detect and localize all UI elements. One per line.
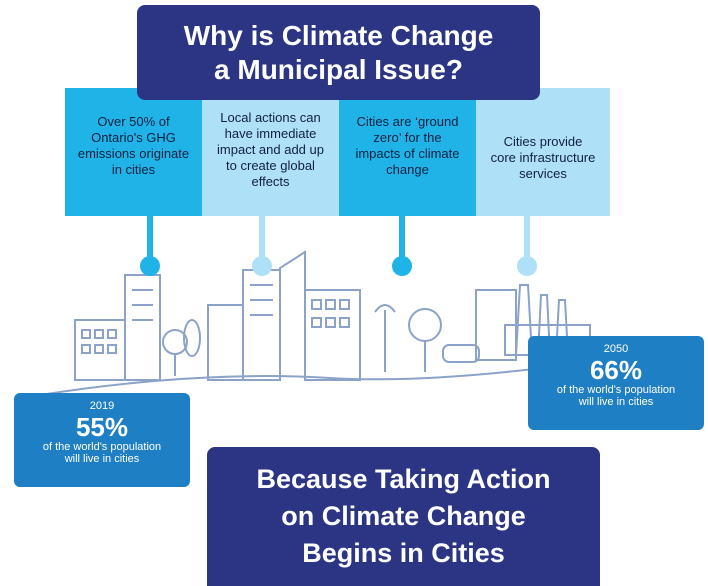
stat-percent: 66%: [528, 356, 704, 384]
panel-text: have immediate: [208, 126, 333, 142]
title-box: Why is Climate Change a Municipal Issue?: [137, 5, 540, 100]
dot: [392, 256, 412, 276]
stat-text: will live in cities: [14, 453, 190, 465]
stat-box: 2050 66% of the world's population will …: [528, 336, 704, 430]
building: [243, 270, 280, 380]
panel-text: impact and add up: [208, 142, 333, 158]
connector-dots: [140, 256, 537, 276]
panel-text: Over 50% of: [71, 114, 196, 130]
stems: [150, 214, 527, 262]
lamp: [375, 305, 395, 372]
footer-text: Begins in Cities: [207, 535, 600, 572]
building: [280, 252, 305, 380]
panel-text: effects: [208, 174, 333, 190]
panel-text: emissions originate: [71, 146, 196, 162]
footer-text: on Climate Change: [207, 498, 600, 535]
dot: [517, 256, 537, 276]
panel-text: to create global: [208, 158, 333, 174]
panel-text: Ontario's GHG: [71, 130, 196, 146]
panel-text: in cities: [71, 162, 196, 178]
footer-text: Because Taking Action: [207, 461, 600, 498]
panel: Cities provide core infrastructure servi…: [476, 88, 610, 216]
panel-text: core infrastructure: [482, 150, 604, 166]
tree: [409, 309, 441, 341]
panel-text: Cities provide: [482, 134, 604, 150]
panel: Over 50% of Ontario's GHG emissions orig…: [65, 88, 202, 216]
stat-text: will live in cities: [528, 396, 704, 408]
stat-text: of the world's population: [14, 441, 190, 453]
car: [443, 345, 479, 362]
title: Why is Climate Change: [137, 19, 540, 53]
building: [208, 305, 243, 380]
building: [305, 290, 360, 380]
stat-percent: 55%: [14, 413, 190, 441]
panel-text: impacts of climate: [345, 146, 470, 162]
panel-text: services: [482, 166, 604, 182]
stat-text: of the world's population: [528, 384, 704, 396]
dot: [252, 256, 272, 276]
dot: [140, 256, 160, 276]
panel-text: Local actions can: [208, 110, 333, 126]
panel: Local actions can have immediate impact …: [202, 88, 339, 216]
panel-text: change: [345, 162, 470, 178]
stat-box: 2019 55% of the world's population will …: [14, 393, 190, 487]
title: a Municipal Issue?: [137, 53, 540, 87]
panel-text: Cities are ‘ground: [345, 114, 470, 130]
panel: Cities are ‘ground zero’ for the impacts…: [339, 88, 476, 216]
footer-box: Because Taking Action on Climate Change …: [207, 447, 600, 586]
page: {"title": {"lines": ["Why is Climate Cha…: [0, 0, 708, 586]
panel-text: zero’ for the: [345, 130, 470, 146]
